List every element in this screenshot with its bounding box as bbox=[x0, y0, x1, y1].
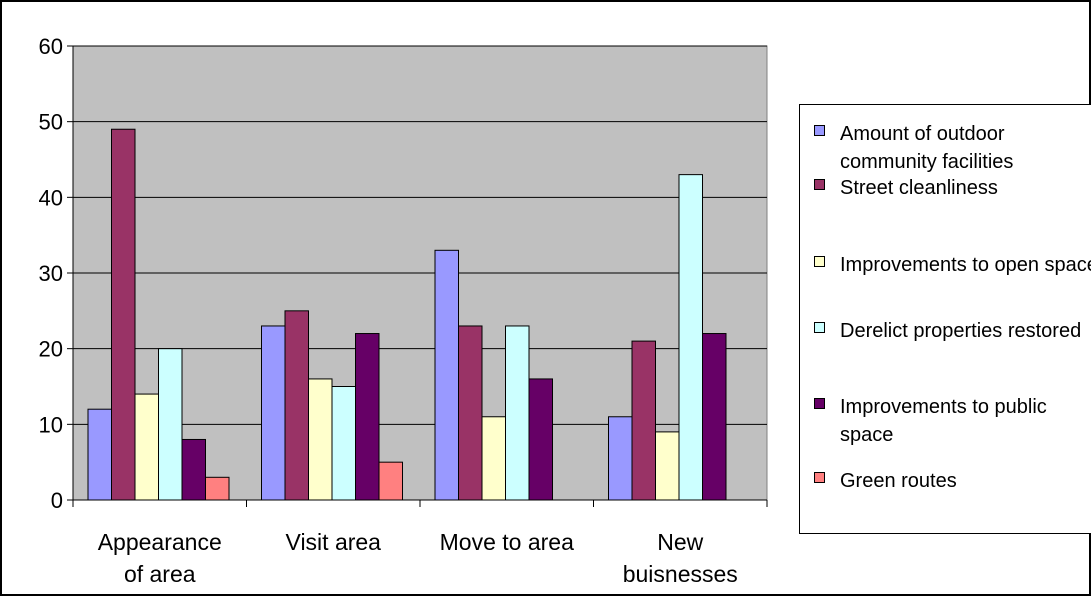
legend-swatch bbox=[814, 398, 825, 409]
x-tick-label: of area bbox=[124, 561, 196, 587]
bar bbox=[528, 378, 553, 501]
bar bbox=[111, 128, 136, 501]
legend-label: Derelict properties restored bbox=[840, 320, 1082, 342]
x-tick-label: Move to area bbox=[440, 529, 574, 555]
x-tick-label: Visit area bbox=[286, 529, 382, 555]
bar bbox=[134, 393, 159, 501]
legend-label: Green routes bbox=[840, 470, 957, 492]
bar bbox=[458, 325, 483, 501]
legend-swatch bbox=[814, 125, 825, 136]
y-tick-label: 50 bbox=[39, 110, 63, 135]
bar bbox=[87, 408, 112, 501]
x-tick-label: Appearance bbox=[98, 529, 222, 555]
bar bbox=[261, 325, 286, 501]
bar bbox=[331, 386, 356, 501]
legend: Amount of outdoor community facilities St… bbox=[799, 104, 1091, 534]
bar bbox=[608, 416, 633, 501]
y-tick-label: 60 bbox=[39, 34, 63, 59]
legend-label: Street cleanliness bbox=[840, 177, 998, 199]
legend-label: Improvements to open space bbox=[840, 254, 1091, 276]
bar bbox=[205, 476, 230, 501]
legend-swatch bbox=[814, 256, 825, 267]
legend-label: Improvements to public space bbox=[840, 396, 1047, 446]
x-tick-labels: Appearance of area Visit area Move to area N… bbox=[72, 500, 768, 587]
bar bbox=[678, 174, 703, 501]
bar bbox=[158, 348, 183, 501]
y-tick-label: 10 bbox=[39, 412, 63, 437]
bars bbox=[87, 128, 727, 501]
y-tick-labels: 0 10 20 30 40 50 60 bbox=[39, 34, 63, 513]
bar bbox=[702, 333, 727, 501]
legend-swatch bbox=[814, 322, 825, 333]
x-tick-label: New bbox=[657, 529, 703, 555]
legend-swatch bbox=[814, 179, 825, 190]
y-tick-label: 20 bbox=[39, 337, 63, 362]
bar bbox=[355, 333, 380, 501]
bar bbox=[181, 438, 206, 501]
bar bbox=[631, 340, 656, 501]
bar bbox=[284, 310, 309, 501]
x-tick-label: buisnesses bbox=[623, 561, 738, 587]
bar bbox=[308, 378, 333, 501]
legend-label: Amount of outdoor community facilities bbox=[840, 123, 1014, 173]
y-tick-label: 30 bbox=[39, 261, 63, 286]
legend-swatch bbox=[814, 472, 825, 483]
bar bbox=[434, 249, 459, 501]
bar bbox=[505, 325, 530, 501]
y-tick-label: 0 bbox=[51, 488, 63, 513]
bar bbox=[481, 416, 506, 501]
bar bbox=[378, 461, 403, 501]
y-tick-label: 40 bbox=[39, 185, 63, 210]
bar bbox=[655, 431, 680, 501]
